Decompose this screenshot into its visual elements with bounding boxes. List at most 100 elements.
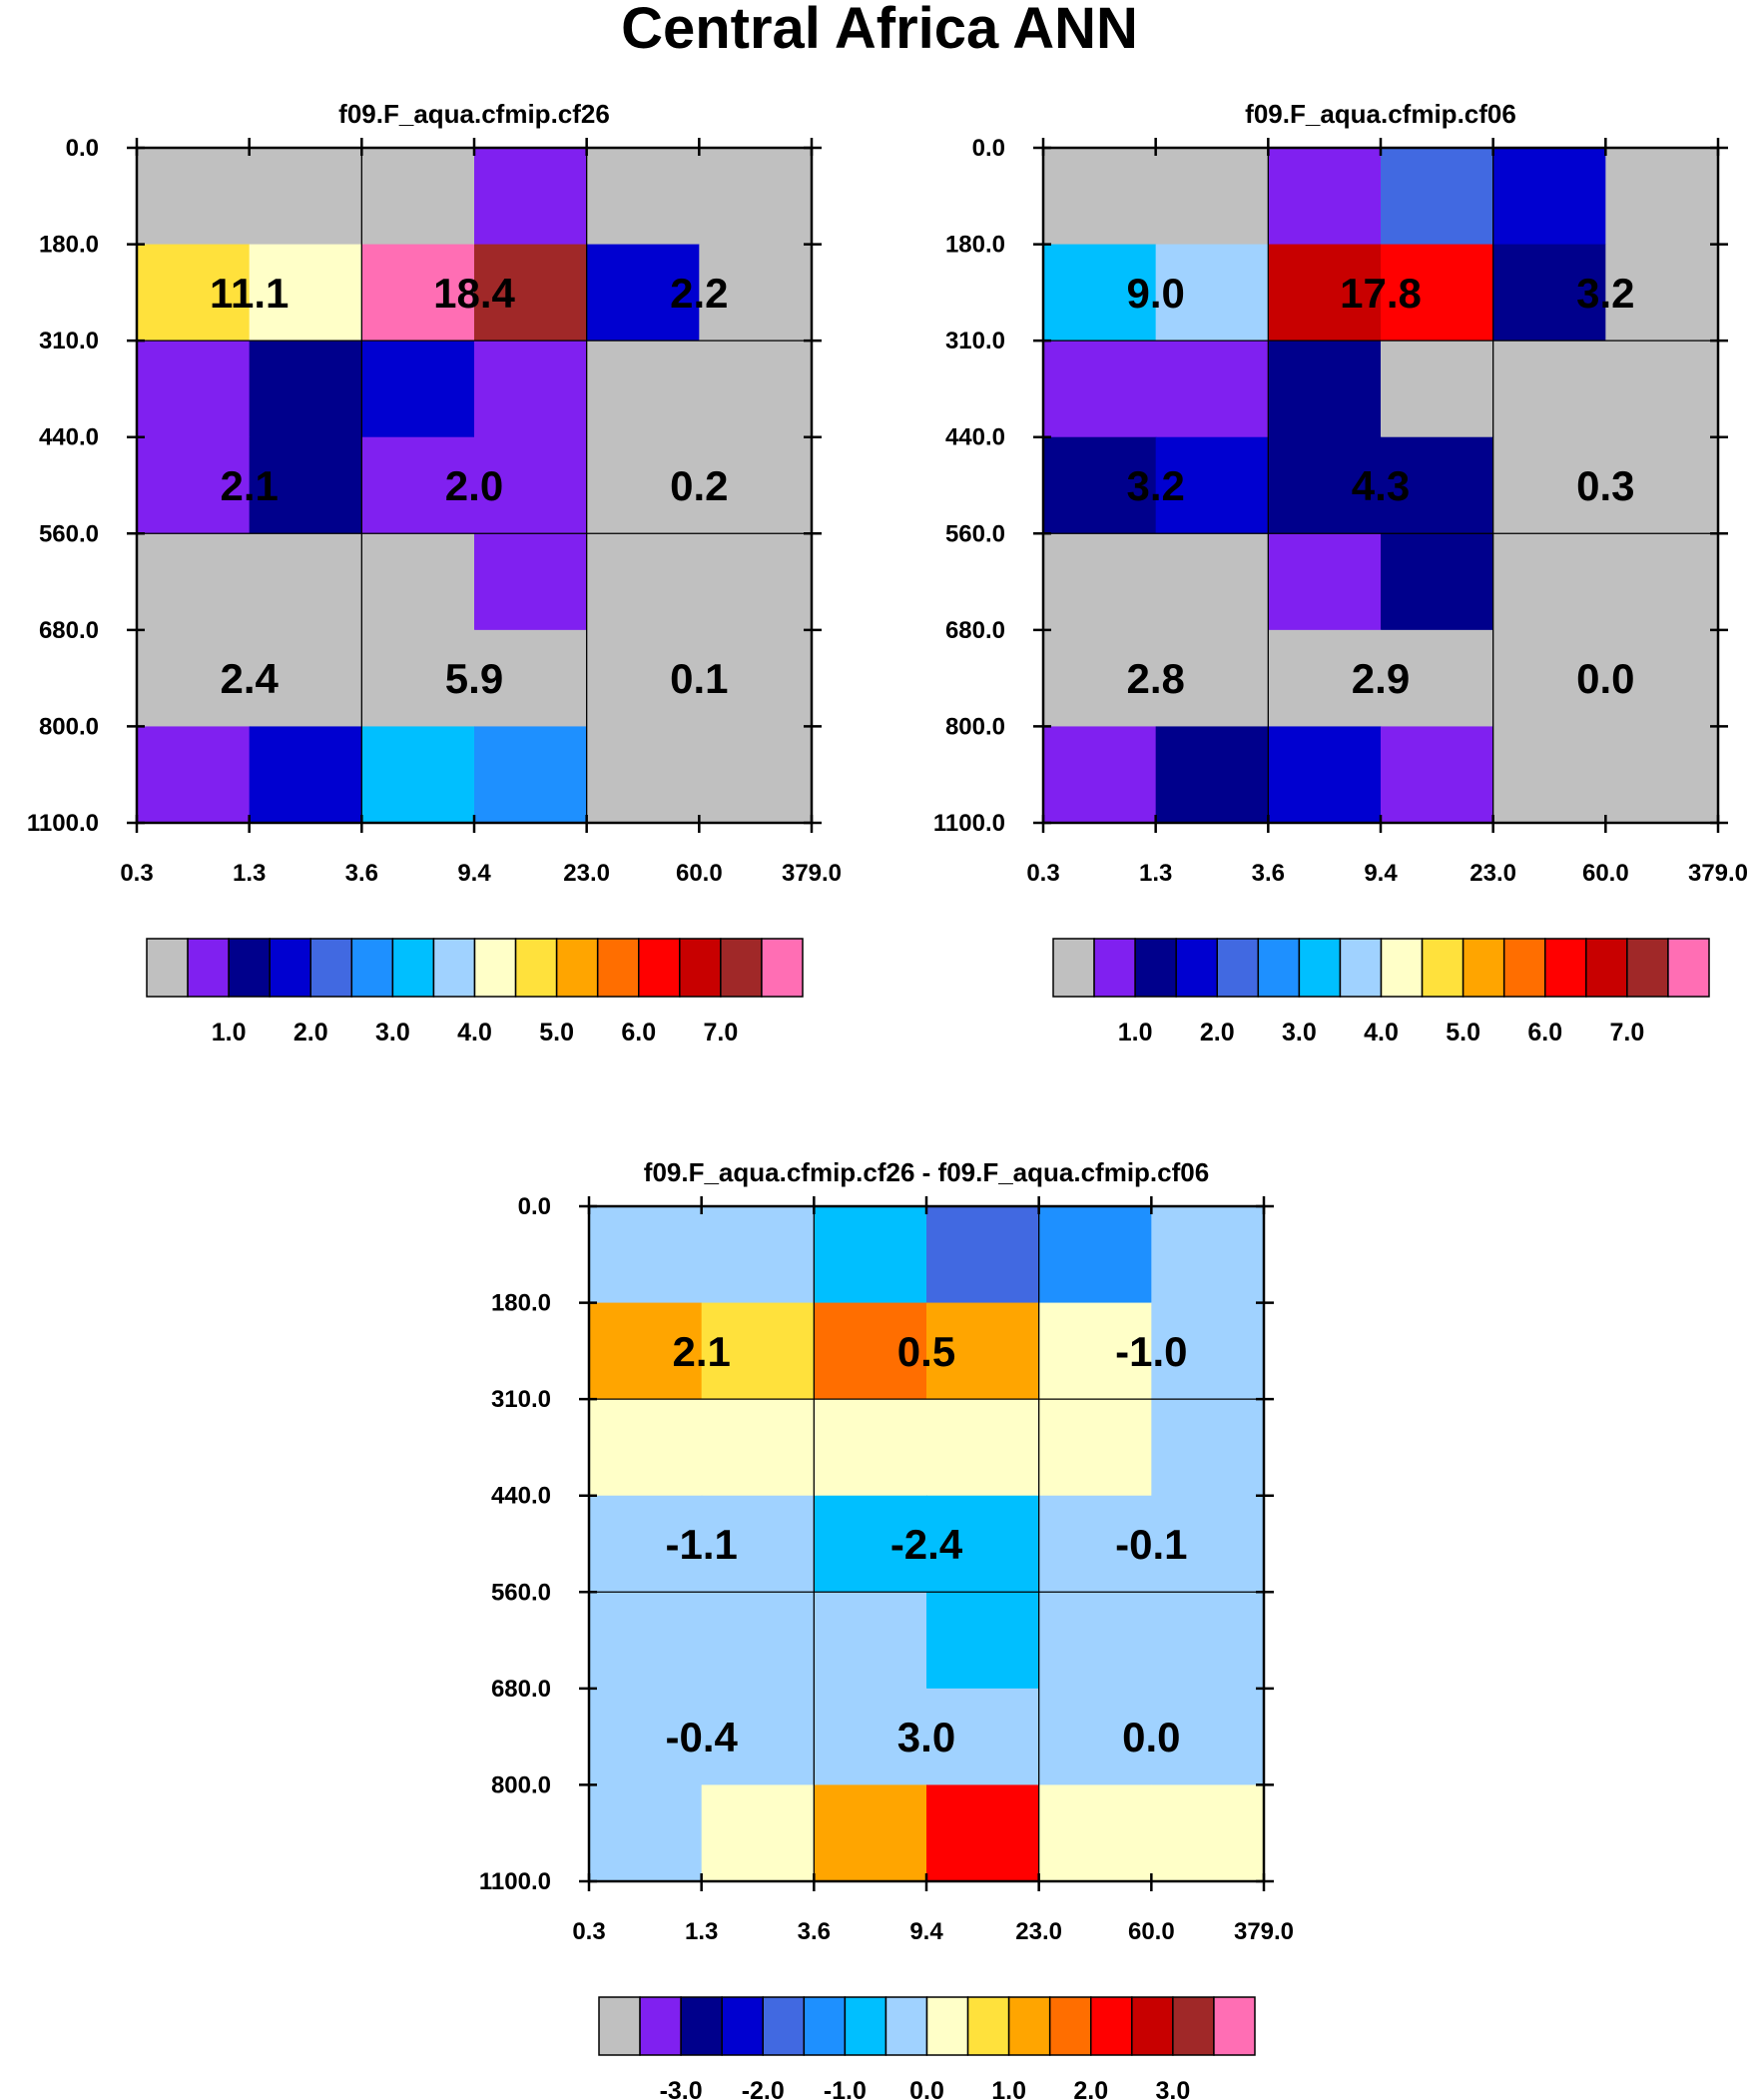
colorbar-label: 0.0 (909, 2077, 944, 2100)
heatmap-cell (701, 1495, 816, 1594)
heatmap-cell (1038, 1592, 1153, 1690)
heatmap-cell (1038, 1784, 1153, 1882)
cell-value-label: 2.0 (445, 462, 503, 509)
heatmap-cell (1155, 436, 1270, 535)
heatmap-cell (699, 148, 813, 246)
heatmap-cell (814, 1784, 927, 1882)
colorbar-box (1544, 938, 1587, 998)
heatmap-cell (474, 629, 588, 728)
heatmap-cell (361, 629, 475, 728)
cell-value-label: -0.1 (1115, 1521, 1187, 1568)
heatmap-cell (1151, 1302, 1265, 1400)
heatmap-cell (361, 533, 475, 631)
x-tick-label: 60.0 (1582, 860, 1629, 887)
y-tick-label: 310.0 (945, 328, 1005, 354)
heatmap-cell (814, 1302, 927, 1400)
colorbar-box (1502, 938, 1546, 998)
panel-cf06: f09.F_aqua.cfmip.cf06 0.0 180.0 310.0 440.0 5… (933, 99, 1748, 1047)
y-tick-label: 560.0 (491, 1579, 551, 1606)
y-tick-label: 680.0 (39, 617, 99, 644)
cell-value-label: -0.4 (665, 1714, 738, 1760)
heatmap-cell (1605, 436, 1719, 535)
x-tick-label: 3.6 (798, 1918, 831, 1945)
heatmap-cell (586, 726, 701, 824)
heatmap-cell (249, 436, 363, 535)
colorbar-label: 1.0 (1118, 1019, 1153, 1047)
heatmap-cell (701, 1592, 816, 1690)
heatmap-cell (1492, 148, 1607, 246)
x-tick-label: 379.0 (782, 860, 842, 887)
heatmap-cell (1155, 726, 1270, 824)
heatmap-cell (814, 1688, 927, 1786)
x-tick-label: 9.4 (909, 1918, 943, 1945)
colorbar-box (596, 938, 640, 998)
heatmap-cell (1155, 533, 1270, 631)
colorbar-label: 6.0 (621, 1019, 656, 1047)
heatmap-cell (1605, 148, 1719, 246)
heatmap-cell (701, 1399, 816, 1497)
heatmap-cell (1038, 1399, 1153, 1497)
heatmap-cell (1605, 244, 1719, 342)
heatmap-cell (699, 726, 813, 824)
colorbar-label: 3.0 (375, 1019, 410, 1047)
y-tick-label: 180.0 (39, 232, 99, 259)
heatmap-cell (1492, 533, 1607, 631)
colorbar-box (1134, 938, 1177, 998)
x-tick-label: 9.4 (1364, 860, 1398, 887)
x-tick-label: 0.3 (120, 860, 153, 887)
cell-value-label: 11.1 (210, 270, 289, 317)
cell-value-label: 4.3 (1352, 462, 1410, 509)
cell-value-label: 0.5 (897, 1328, 955, 1375)
colorbar-label: 1.0 (991, 2077, 1026, 2100)
colorbar-box (638, 938, 681, 998)
x-tick-label: 3.6 (1252, 860, 1285, 887)
heatmap-cell (137, 148, 251, 246)
cell-value-label: 0.1 (670, 655, 728, 702)
y-tick-label: 440.0 (945, 424, 1005, 451)
heatmap-cell (137, 436, 251, 535)
heatmap-cell (1155, 244, 1270, 342)
colorbar-box (1462, 938, 1505, 998)
heatmap-cell (1268, 726, 1382, 824)
heatmap-cell (1151, 1592, 1265, 1690)
x-tick-label: 23.0 (1469, 860, 1516, 887)
heatmap-cell (474, 341, 588, 438)
x-tick-label: 23.0 (563, 860, 610, 887)
colorbar-box (473, 938, 517, 998)
heatmap-cell (1043, 341, 1157, 438)
heatmap-cell (1381, 726, 1494, 824)
y-tick-label: 800.0 (39, 713, 99, 740)
heatmap-cell (1155, 341, 1270, 438)
heatmap-cell (926, 1592, 1040, 1690)
heatmap-cell (814, 1592, 927, 1690)
heatmap-cell (137, 244, 251, 342)
heatmap-cell (589, 1688, 703, 1786)
colorbar-box (762, 1996, 806, 2056)
x-tick-label: 0.3 (572, 1918, 605, 1945)
cell-value-label: 0.3 (1576, 462, 1634, 509)
x-tick-label: 379.0 (1688, 860, 1748, 887)
colorbar-box (598, 1996, 641, 2056)
heatmap-cell (701, 1302, 816, 1400)
colorbar-box (1421, 938, 1465, 998)
heatmap-cell (1268, 533, 1382, 631)
y-tick-label: 180.0 (945, 232, 1005, 259)
heatmap-cell (701, 1784, 816, 1882)
colorbar-box (1257, 938, 1301, 998)
heatmap-cell (1381, 629, 1494, 728)
y-tick-label: 680.0 (945, 617, 1005, 644)
cell-value-label: 0.2 (670, 462, 728, 509)
heatmap-cell (1038, 1688, 1153, 1786)
heatmap-cell (1381, 341, 1494, 438)
heatmap-cell (1492, 726, 1607, 824)
heatmap-cell (1038, 1302, 1153, 1400)
heatmap-cell (1492, 341, 1607, 438)
colorbar-box (1052, 938, 1095, 998)
heatmap-cell (699, 244, 813, 342)
heatmap-cell (474, 533, 588, 631)
y-tick-label: 180.0 (491, 1290, 551, 1317)
heatmap-cell (1151, 1495, 1265, 1594)
heatmap-cell (1381, 148, 1494, 246)
colorbar-label: 5.0 (539, 1019, 574, 1047)
heatmap-cell (1038, 1495, 1153, 1594)
